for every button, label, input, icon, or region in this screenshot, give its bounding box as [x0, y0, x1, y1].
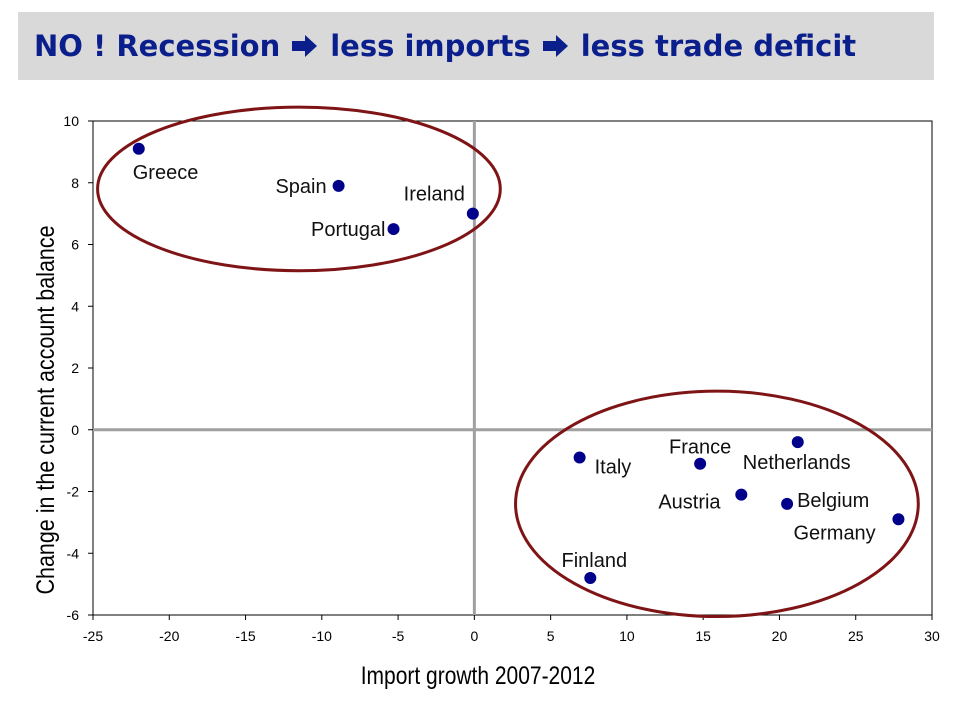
x-axis-ticks: -25 -20 -15 -10 -5 0 5 10 15 20 25 30	[83, 615, 940, 644]
point-netherlands	[791, 436, 804, 449]
x-tick-label: 0	[470, 628, 478, 644]
x-tick-label: 5	[547, 628, 555, 644]
data-points	[132, 142, 905, 584]
label-spain: Spain	[275, 176, 326, 198]
title-part-recession: NO ! Recession	[34, 29, 281, 63]
y-tick-label: -6	[67, 607, 80, 623]
y-tick-label: 2	[71, 360, 79, 376]
x-tick-label: -10	[312, 628, 332, 644]
label-germany: Germany	[793, 522, 875, 544]
right-arrow-icon	[542, 31, 569, 65]
label-finland: Finland	[561, 550, 627, 572]
point-spain	[332, 179, 345, 192]
label-greece: Greece	[133, 162, 199, 184]
x-tick-label: 15	[695, 628, 711, 644]
y-tick-label: 10	[63, 113, 79, 129]
point-germany	[892, 513, 905, 526]
point-france	[694, 457, 707, 470]
point-portugal	[387, 223, 400, 236]
slide-title: NO ! Recession less imports less trade d…	[18, 12, 934, 80]
label-france: France	[669, 437, 731, 459]
label-ireland: Ireland	[404, 184, 465, 206]
x-tick-label: -20	[159, 628, 179, 644]
y-tick-label: -2	[67, 484, 80, 500]
x-tick-label: -15	[235, 628, 255, 644]
point-italy	[573, 451, 586, 464]
label-belgium: Belgium	[797, 490, 869, 512]
ellipse-surplus-countries	[514, 389, 920, 619]
group-ellipses	[96, 105, 920, 619]
y-axis-title: Change in the current account balance	[31, 225, 59, 594]
x-tick-label: 10	[619, 628, 635, 644]
y-axis-ticks: -6 -4 -2 0 2 4 6 8 10	[63, 113, 93, 623]
y-tick-label: 4	[71, 298, 79, 314]
ellipse-deficit-countries	[96, 105, 502, 273]
label-portugal: Portugal	[311, 219, 386, 241]
zero-lines	[93, 121, 932, 615]
label-italy: Italy	[595, 457, 632, 479]
x-tick-label: -25	[83, 628, 103, 644]
y-tick-label: 8	[71, 175, 79, 191]
y-tick-label: 6	[71, 237, 79, 253]
label-netherlands: Netherlands	[743, 452, 851, 474]
point-austria	[735, 488, 748, 501]
x-tick-label: 20	[772, 628, 788, 644]
point-finland	[584, 571, 597, 584]
point-belgium	[781, 497, 794, 510]
y-tick-label: 0	[71, 422, 79, 438]
x-tick-label: 30	[924, 628, 940, 644]
title-part-less-trade-deficit: less trade deficit	[580, 29, 857, 63]
right-arrow-icon	[292, 31, 318, 65]
x-tick-label: 25	[848, 628, 864, 644]
y-tick-label: -4	[67, 545, 80, 561]
title-part-less-imports: less imports	[330, 29, 531, 63]
label-austria: Austria	[658, 492, 721, 514]
point-ireland	[466, 207, 479, 220]
x-tick-label: -5	[392, 628, 405, 644]
point-labels: Greece Spain Portugal Ireland Italy France Net…	[133, 162, 876, 572]
point-greece	[132, 142, 145, 155]
x-axis-title: Import growth 2007-2012	[361, 661, 596, 689]
